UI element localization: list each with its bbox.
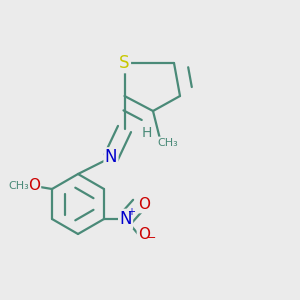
Text: −: − — [146, 232, 156, 243]
Text: S: S — [119, 54, 130, 72]
Text: O: O — [28, 178, 40, 194]
Text: N: N — [119, 210, 132, 228]
Text: CH₃: CH₃ — [8, 181, 29, 191]
Text: CH₃: CH₃ — [158, 137, 178, 148]
Text: H: H — [142, 127, 152, 140]
Text: O: O — [138, 227, 150, 242]
Text: +: + — [127, 207, 135, 218]
Text: O: O — [138, 197, 150, 212]
Text: N: N — [105, 148, 117, 166]
